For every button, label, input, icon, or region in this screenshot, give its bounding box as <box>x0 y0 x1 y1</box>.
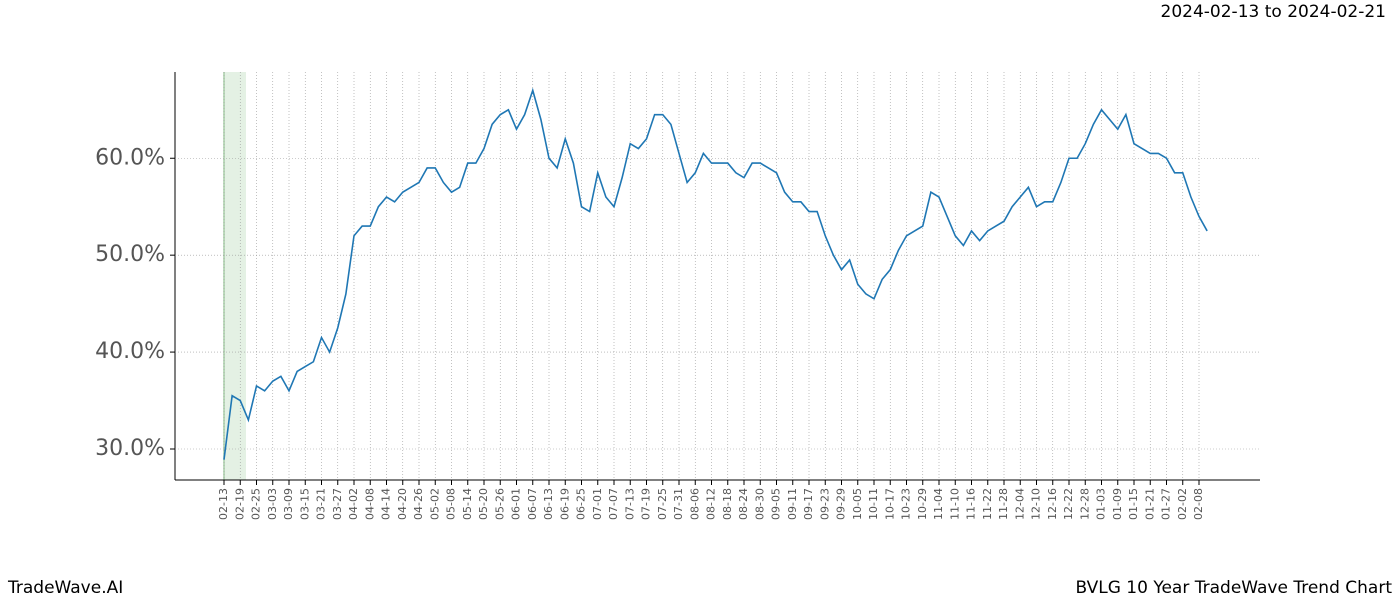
x-tick-label: 02-08 <box>1192 488 1205 520</box>
x-tick-label: 11-10 <box>948 488 961 520</box>
x-tick-label: 10-23 <box>900 488 913 520</box>
chart-name: BVLG 10 Year TradeWave Trend Chart <box>1075 578 1392 598</box>
x-tick-label: 09-11 <box>786 488 799 520</box>
x-tick-label: 01-09 <box>1111 488 1124 520</box>
x-tick-label: 08-18 <box>721 488 734 520</box>
x-tick-label: 12-22 <box>1062 488 1075 520</box>
x-tick-label: 02-19 <box>233 488 246 520</box>
x-tick-label: 03-21 <box>315 488 328 520</box>
x-tick-label: 06-25 <box>575 488 588 520</box>
x-tick-label: 10-11 <box>867 488 880 520</box>
x-tick-label: 01-21 <box>1143 488 1156 520</box>
x-tick-label: 03-09 <box>282 488 295 520</box>
x-tick-label: 11-22 <box>981 488 994 520</box>
x-tick-label: 04-02 <box>347 488 360 520</box>
x-tick-label: 04-08 <box>363 488 376 520</box>
x-tick-label: 03-03 <box>266 488 279 520</box>
x-tick-label: 01-27 <box>1160 488 1173 520</box>
x-tick-label: 12-16 <box>1046 488 1059 520</box>
x-tick-label: 09-23 <box>818 488 831 520</box>
x-tick-label: 08-30 <box>753 488 766 520</box>
x-tick-label: 11-16 <box>965 488 978 520</box>
brand: TradeWave.AI <box>7 578 123 598</box>
x-tick-label: 07-13 <box>623 488 636 520</box>
x-tick-label: 05-14 <box>461 488 474 520</box>
x-tick-label: 07-31 <box>672 488 685 520</box>
x-tick-label: 05-02 <box>428 488 441 520</box>
x-tick-label: 11-28 <box>997 488 1010 520</box>
x-tick-label: 10-29 <box>916 488 929 520</box>
x-tick-label: 02-25 <box>250 488 263 520</box>
x-tick-label: 08-06 <box>688 488 701 520</box>
x-tick-label: 01-03 <box>1095 488 1108 520</box>
x-tick-label: 07-19 <box>640 488 653 520</box>
x-tick-label: 02-02 <box>1176 488 1189 520</box>
x-tick-label: 03-15 <box>298 488 311 520</box>
x-tick-label: 07-25 <box>656 488 669 520</box>
x-tick-label: 04-14 <box>380 488 393 520</box>
x-tick-label: 09-05 <box>770 488 783 520</box>
x-tick-label: 06-13 <box>542 488 555 520</box>
date-range: 2024-02-13 to 2024-02-21 <box>1161 2 1386 22</box>
x-tick-label: 10-05 <box>851 488 864 520</box>
x-tick-label: 05-26 <box>493 488 506 520</box>
x-tick-label: 10-17 <box>883 488 896 520</box>
x-tick-label: 09-29 <box>835 488 848 520</box>
trend-line <box>223 87 1208 460</box>
highlight-band <box>224 72 246 480</box>
x-tick-label: 06-01 <box>510 488 523 520</box>
x-tick-label: 07-07 <box>607 488 620 520</box>
x-tick-label: 05-08 <box>445 488 458 520</box>
y-tick-label: 40.0% <box>95 339 165 364</box>
x-tick-label: 06-19 <box>558 488 571 520</box>
x-tick-label: 04-20 <box>396 488 409 520</box>
y-tick-label: 60.0% <box>95 145 165 170</box>
x-tick-label: 02-13 <box>217 488 230 520</box>
x-tick-label: 04-26 <box>412 488 425 520</box>
x-tick-label: 09-17 <box>802 488 815 520</box>
y-tick-label: 50.0% <box>95 242 165 267</box>
x-tick-label: 06-07 <box>526 488 539 520</box>
x-tick-label: 08-24 <box>737 488 750 520</box>
x-tick-label: 11-04 <box>932 488 945 520</box>
x-tick-label: 03-27 <box>331 488 344 520</box>
x-tick-label: 12-10 <box>1030 488 1043 520</box>
x-tick-label: 07-01 <box>591 488 604 520</box>
x-tick-label: 12-04 <box>1013 488 1026 520</box>
x-tick-label: 12-28 <box>1078 488 1091 520</box>
x-tick-label: 08-12 <box>705 488 718 520</box>
x-tick-label: 01-15 <box>1127 488 1140 520</box>
x-tick-label: 05-20 <box>477 488 490 520</box>
y-tick-label: 30.0% <box>95 436 165 461</box>
